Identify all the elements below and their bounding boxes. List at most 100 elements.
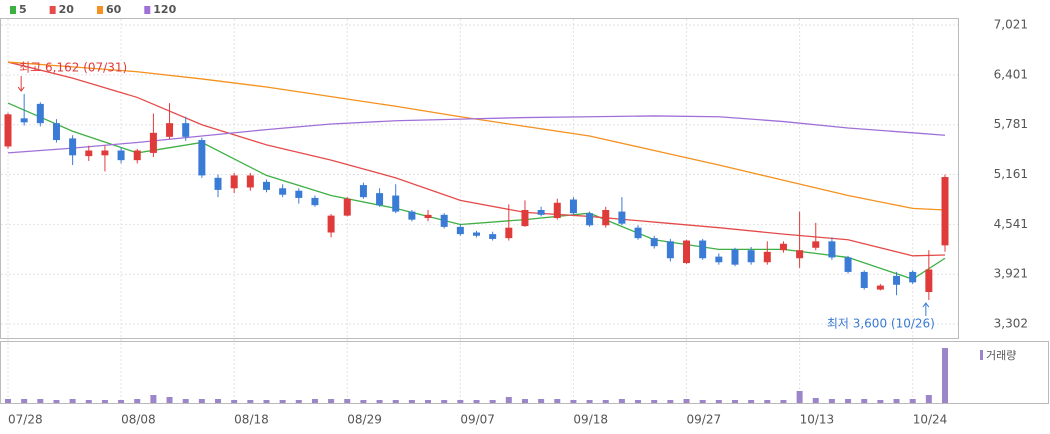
candle-body [198, 140, 206, 176]
candle-body [101, 150, 109, 156]
candle-body [715, 256, 723, 263]
candle-body [618, 211, 626, 224]
candle-body [634, 227, 642, 239]
candle-body [359, 185, 367, 198]
legend-swatch [49, 6, 56, 14]
volume-bar [715, 400, 722, 403]
annotation: 최고 6,162 (07/31) [19, 61, 127, 75]
volume-bar [683, 399, 690, 403]
candle-body [893, 275, 901, 285]
x-tick-label: 08/29 [347, 413, 382, 427]
volume-bar [328, 399, 335, 403]
volume-bar [554, 399, 561, 403]
volume-bar [812, 398, 819, 403]
legend-swatch [10, 6, 16, 14]
candle-body [586, 213, 594, 226]
volume-bar [263, 400, 270, 403]
candle-body [828, 241, 836, 258]
candle-body [262, 181, 270, 190]
volume-bar [134, 399, 141, 403]
candle-body [327, 215, 335, 233]
volume-bar [295, 400, 302, 403]
volume-bar [198, 399, 205, 403]
volume-bar [651, 400, 658, 403]
x-tick-label: 09/18 [573, 413, 608, 427]
volume-bar [877, 400, 884, 403]
candle-body [343, 198, 351, 216]
candle-body [505, 227, 513, 239]
candle-body [779, 243, 787, 251]
candle-body [537, 209, 545, 215]
candle-body [747, 250, 755, 263]
candle-body [860, 271, 868, 288]
candle-body [683, 240, 691, 264]
candle-body [408, 211, 416, 220]
legend-swatch [96, 6, 103, 14]
volume-bar [489, 400, 496, 403]
moving-average-line [7, 115, 946, 154]
candle-body [279, 188, 287, 195]
candle-body [182, 123, 190, 137]
annotation-arrowhead [17, 86, 25, 92]
candle-body [440, 214, 448, 227]
volume-bar [69, 399, 76, 403]
candle-body [553, 202, 561, 219]
candle-body [925, 269, 933, 293]
candle-body [230, 175, 238, 189]
volume-bar [780, 400, 787, 403]
volume-bar [5, 399, 11, 403]
volume-bar [408, 400, 415, 403]
candle-body [569, 199, 577, 214]
annotation: 최저 3,600 (10/26) [827, 317, 935, 331]
candle-body [85, 150, 93, 157]
volume-bar [441, 400, 448, 403]
volume-bar [861, 399, 868, 403]
volume-bar [311, 399, 318, 403]
volume-bar [521, 399, 528, 403]
y-tick-label: 4,541 [994, 217, 1028, 231]
volume-bar [893, 399, 900, 403]
candle-body [166, 123, 174, 137]
candle-body [844, 257, 852, 272]
legend-swatch [144, 6, 151, 14]
volume-bar [796, 391, 803, 403]
volume-bar [118, 400, 125, 403]
volume-bar [360, 400, 367, 403]
annotation-arrowhead [922, 302, 930, 308]
candle-body [36, 103, 44, 124]
candle-body [117, 150, 125, 161]
volume-bar [570, 400, 577, 403]
volume-bar [344, 399, 351, 403]
x-tick-label: 10/13 [800, 413, 835, 427]
candle-body [731, 249, 739, 265]
volume-bar [909, 399, 916, 403]
volume-bar [635, 400, 642, 403]
volume-bar [21, 399, 28, 403]
volume-bar [942, 348, 948, 403]
candle-body [602, 209, 610, 226]
volume-bar [457, 400, 464, 403]
x-tick-label: 08/08 [121, 413, 156, 427]
candle-body [812, 241, 820, 248]
volume-bar [247, 400, 254, 403]
candle-body [214, 177, 222, 190]
volume-bar [538, 399, 545, 403]
candle-body [521, 209, 529, 227]
candle-body [489, 234, 497, 239]
volume-bar [731, 400, 738, 403]
volume-bar [925, 395, 932, 403]
y-tick-label: 3,921 [994, 267, 1028, 281]
volume-bar [182, 399, 189, 403]
volume-bar [425, 400, 432, 403]
volume-bar [166, 397, 173, 403]
volume-bar [473, 400, 480, 403]
legend-label: 120 [153, 3, 176, 16]
candle-body [699, 240, 707, 259]
candle-body [456, 226, 464, 235]
x-tick-label: 09/07 [460, 413, 495, 427]
volume-legend-swatch [980, 350, 983, 360]
x-tick-label: 08/18 [234, 413, 269, 427]
volume-bar [150, 395, 157, 403]
candle-body [763, 251, 771, 263]
